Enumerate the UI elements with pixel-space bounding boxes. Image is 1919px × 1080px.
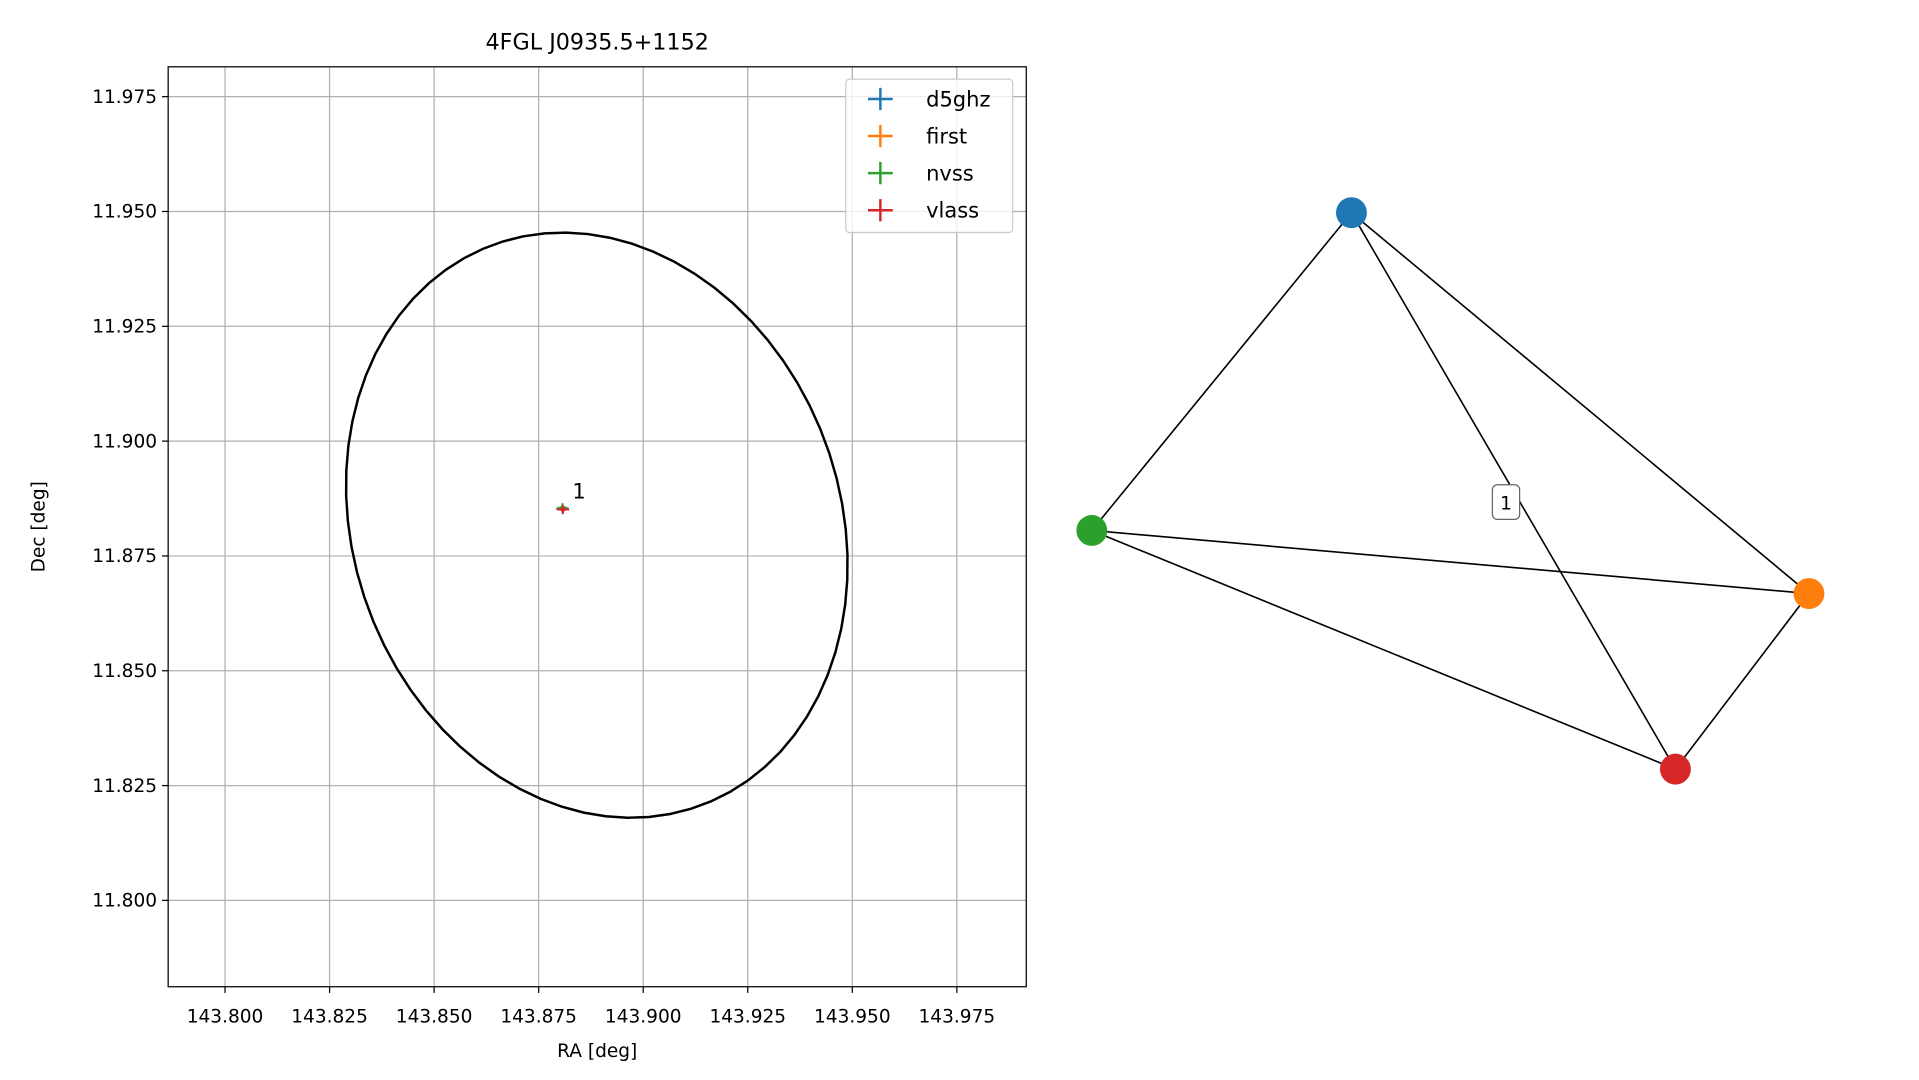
x-tick-label: 143.825 bbox=[291, 1007, 368, 1028]
x-tick-label: 143.950 bbox=[814, 1007, 891, 1028]
graph-node bbox=[1076, 515, 1108, 546]
edge-label-box bbox=[1491, 484, 1521, 520]
edge bbox=[1091, 529, 1810, 595]
edge bbox=[1091, 212, 1353, 531]
y-tick-label: 11.900 bbox=[92, 431, 157, 452]
x-tick-label: 143.850 bbox=[396, 1007, 473, 1028]
legend-label: nvss bbox=[926, 161, 974, 186]
graph-node bbox=[1336, 197, 1367, 229]
graph-node bbox=[1659, 753, 1691, 785]
edge bbox=[1674, 593, 1810, 770]
y-tick-label: 11.925 bbox=[92, 316, 157, 337]
legend-label: vlass bbox=[926, 198, 979, 223]
annotation: 1 bbox=[572, 479, 585, 504]
x-axis-label: RA [deg] bbox=[557, 1041, 637, 1062]
graph-node bbox=[1793, 578, 1825, 609]
legend-label: d5ghz bbox=[926, 86, 990, 111]
y-axis-label: Dec [deg] bbox=[29, 481, 50, 572]
x-tick-label: 143.925 bbox=[709, 1007, 786, 1028]
edge bbox=[1350, 212, 1810, 595]
x-tick-label: 143.975 bbox=[919, 1007, 996, 1028]
y-tick-label: 11.825 bbox=[92, 776, 157, 797]
error-ellipse bbox=[344, 231, 849, 819]
network-graph bbox=[1091, 212, 1810, 770]
point bbox=[560, 507, 566, 513]
y-tick-label: 11.875 bbox=[92, 546, 157, 567]
axes-frame bbox=[167, 66, 1027, 988]
y-tick-label: 11.850 bbox=[92, 661, 157, 682]
x-tick-label: 143.900 bbox=[605, 1007, 682, 1028]
x-tick-label: 143.800 bbox=[187, 1007, 264, 1028]
x-tick-label: 143.875 bbox=[500, 1007, 577, 1028]
legend-label: first bbox=[926, 123, 967, 148]
y-tick-label: 11.975 bbox=[92, 87, 157, 108]
legend-box bbox=[845, 78, 1014, 234]
edge bbox=[1091, 529, 1676, 770]
chart-title: 4FGL J0935.5+1152 bbox=[486, 29, 709, 55]
edge-label: 1 bbox=[1500, 493, 1512, 514]
y-tick-label: 11.800 bbox=[92, 891, 157, 912]
y-tick-label: 11.950 bbox=[92, 202, 157, 223]
